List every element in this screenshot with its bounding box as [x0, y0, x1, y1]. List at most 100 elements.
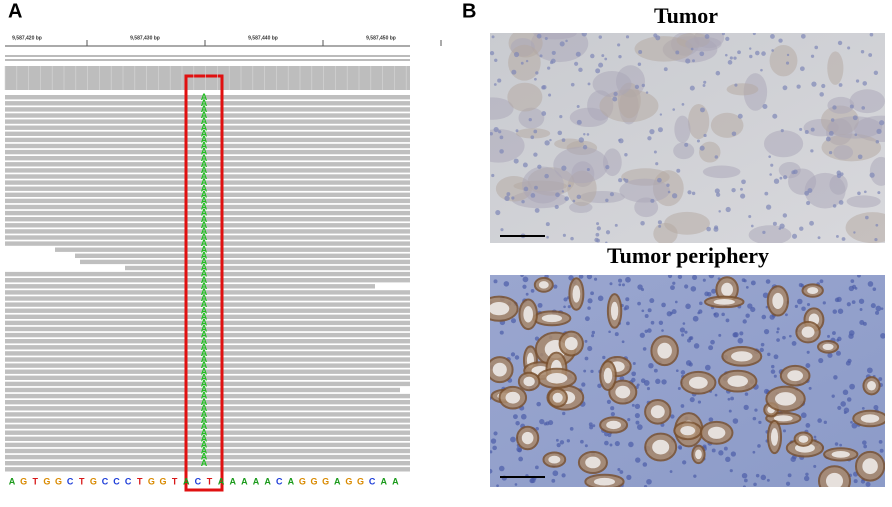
nucleus — [613, 91, 618, 96]
nucleus — [567, 305, 571, 309]
nucleus — [742, 485, 746, 487]
nucleus — [711, 288, 717, 294]
nucleus — [561, 190, 565, 193]
variant-base: A — [201, 104, 208, 114]
variant-base: A — [201, 415, 208, 425]
tissue-blob — [674, 115, 691, 143]
nucleus — [750, 224, 754, 228]
nucleus — [669, 470, 673, 473]
nucleus — [687, 190, 692, 195]
nucleus — [689, 397, 695, 403]
lumen — [680, 426, 696, 436]
tissue-blob — [554, 138, 584, 150]
nucleus — [491, 173, 495, 178]
nucleus — [666, 183, 670, 187]
tissue-blob — [702, 165, 741, 179]
nucleus — [586, 133, 590, 136]
lumen — [798, 435, 809, 443]
read — [5, 204, 410, 210]
nucleus — [610, 406, 615, 411]
nucleus — [704, 34, 710, 39]
nucleus — [590, 291, 594, 296]
nucleus — [536, 33, 542, 39]
variant-base: A — [201, 110, 208, 120]
nucleus — [549, 60, 554, 65]
lumen — [657, 342, 672, 359]
nucleus — [655, 162, 659, 166]
variant-base: A — [201, 311, 208, 321]
nucleus — [715, 70, 721, 76]
nucleus — [661, 302, 666, 308]
nucleus — [762, 103, 768, 110]
reference-base: C — [125, 476, 132, 486]
nucleus — [875, 223, 879, 227]
nucleus — [578, 67, 583, 73]
nucleus — [534, 185, 538, 190]
nucleus — [836, 173, 842, 179]
read — [75, 253, 410, 258]
variant-base: A — [201, 92, 208, 102]
nucleus — [850, 420, 853, 424]
nucleus — [562, 233, 566, 237]
nucleus — [828, 150, 833, 155]
nucleus — [617, 468, 621, 472]
read — [5, 229, 410, 234]
nucleus — [713, 312, 720, 318]
nucleus — [866, 367, 873, 374]
nucleus — [782, 429, 787, 433]
lumen — [650, 405, 665, 419]
lumen — [807, 287, 819, 294]
nucleus — [641, 309, 645, 313]
nucleus — [638, 50, 643, 54]
nucleus — [590, 53, 595, 59]
nucleus — [851, 422, 858, 429]
nucleus — [800, 33, 806, 39]
lumen — [721, 282, 733, 297]
nucleus — [671, 193, 678, 199]
coverage-track — [5, 66, 410, 90]
variant-base: A — [201, 354, 208, 364]
nucleus — [837, 308, 844, 314]
nucleus — [759, 347, 764, 353]
nucleus — [863, 444, 867, 449]
nucleus — [637, 284, 643, 290]
nucleus — [785, 313, 788, 317]
reference-base: G — [160, 476, 167, 486]
reference-base: A — [264, 476, 271, 486]
reference-base: A — [334, 476, 341, 486]
variant-base: A — [201, 305, 208, 315]
nucleus — [537, 302, 543, 308]
nucleus — [855, 79, 860, 83]
nucleus — [786, 53, 790, 57]
nucleus — [618, 283, 622, 287]
ruler-tick-label: 9,587,420 bp — [12, 35, 42, 41]
lumen — [727, 375, 748, 387]
nucleus — [490, 50, 495, 56]
nucleus — [635, 420, 640, 425]
nucleus — [605, 164, 610, 170]
nucleus — [541, 111, 547, 116]
read — [5, 156, 410, 161]
nucleus — [754, 50, 760, 56]
nucleus — [834, 442, 839, 446]
nucleus — [766, 478, 770, 482]
nucleus — [773, 354, 779, 360]
nucleus — [559, 440, 565, 445]
nucleus — [861, 407, 865, 410]
nucleus — [772, 113, 778, 119]
nucleus — [605, 241, 608, 243]
variant-base: A — [201, 275, 208, 285]
nucleus — [699, 145, 705, 151]
reference-base: T — [172, 476, 178, 486]
nucleus — [761, 314, 767, 320]
reference-base: C — [276, 476, 283, 486]
nucleus — [499, 135, 504, 140]
variant-base: A — [201, 122, 208, 132]
nucleus — [873, 70, 879, 75]
nucleus — [708, 417, 714, 422]
read — [5, 198, 410, 204]
nucleus — [731, 187, 736, 193]
nucleus — [839, 443, 843, 447]
nucleus — [555, 192, 560, 198]
nucleus — [544, 140, 550, 146]
